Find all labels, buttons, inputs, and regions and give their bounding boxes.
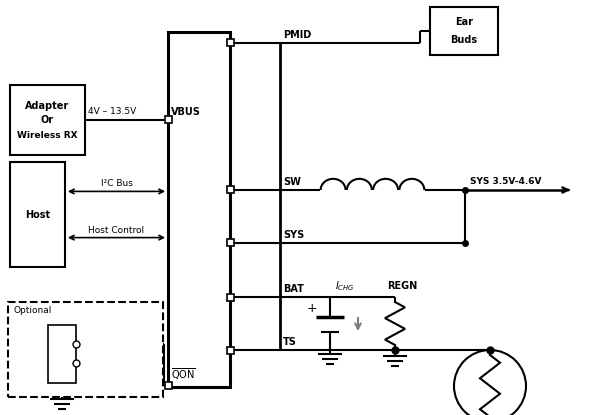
Bar [227,239,233,247]
Text: PMID: PMID [283,30,311,40]
Text: TS: TS [283,337,297,347]
Text: VBUS: VBUS [171,107,201,117]
Bar [164,117,172,124]
Text: SYS 3.5V-4.6V: SYS 3.5V-4.6V [470,177,542,186]
Bar [227,39,233,46]
Bar [48,325,76,383]
Bar [168,32,230,387]
Text: I²C Bus: I²C Bus [101,179,133,188]
Text: REGN: REGN [387,281,417,291]
Text: Host: Host [25,210,50,220]
Text: Or: Or [41,115,54,125]
Text: Ear: Ear [455,17,473,27]
Bar [227,186,233,193]
Bar [8,302,163,397]
Text: Host Control: Host Control [88,226,145,234]
Bar [10,85,85,155]
Text: SW: SW [283,177,301,187]
Bar [430,7,498,55]
Text: Buds: Buds [451,35,478,45]
Text: Adapter: Adapter [25,101,70,111]
Text: BAT: BAT [283,284,304,294]
Text: $\overline{\rm QON}$: $\overline{\rm QON}$ [171,366,196,382]
Text: Optional: Optional [13,306,52,315]
Text: 4V – 13.5V: 4V – 13.5V [88,107,136,116]
Bar [227,347,233,354]
Text: SYS: SYS [283,230,304,240]
Bar [10,162,65,267]
Bar [227,293,233,300]
Text: +: + [307,302,317,315]
Text: $I_{CHG}$: $I_{CHG}$ [335,279,355,293]
Text: Wireless RX: Wireless RX [17,130,78,139]
Bar [164,381,172,388]
